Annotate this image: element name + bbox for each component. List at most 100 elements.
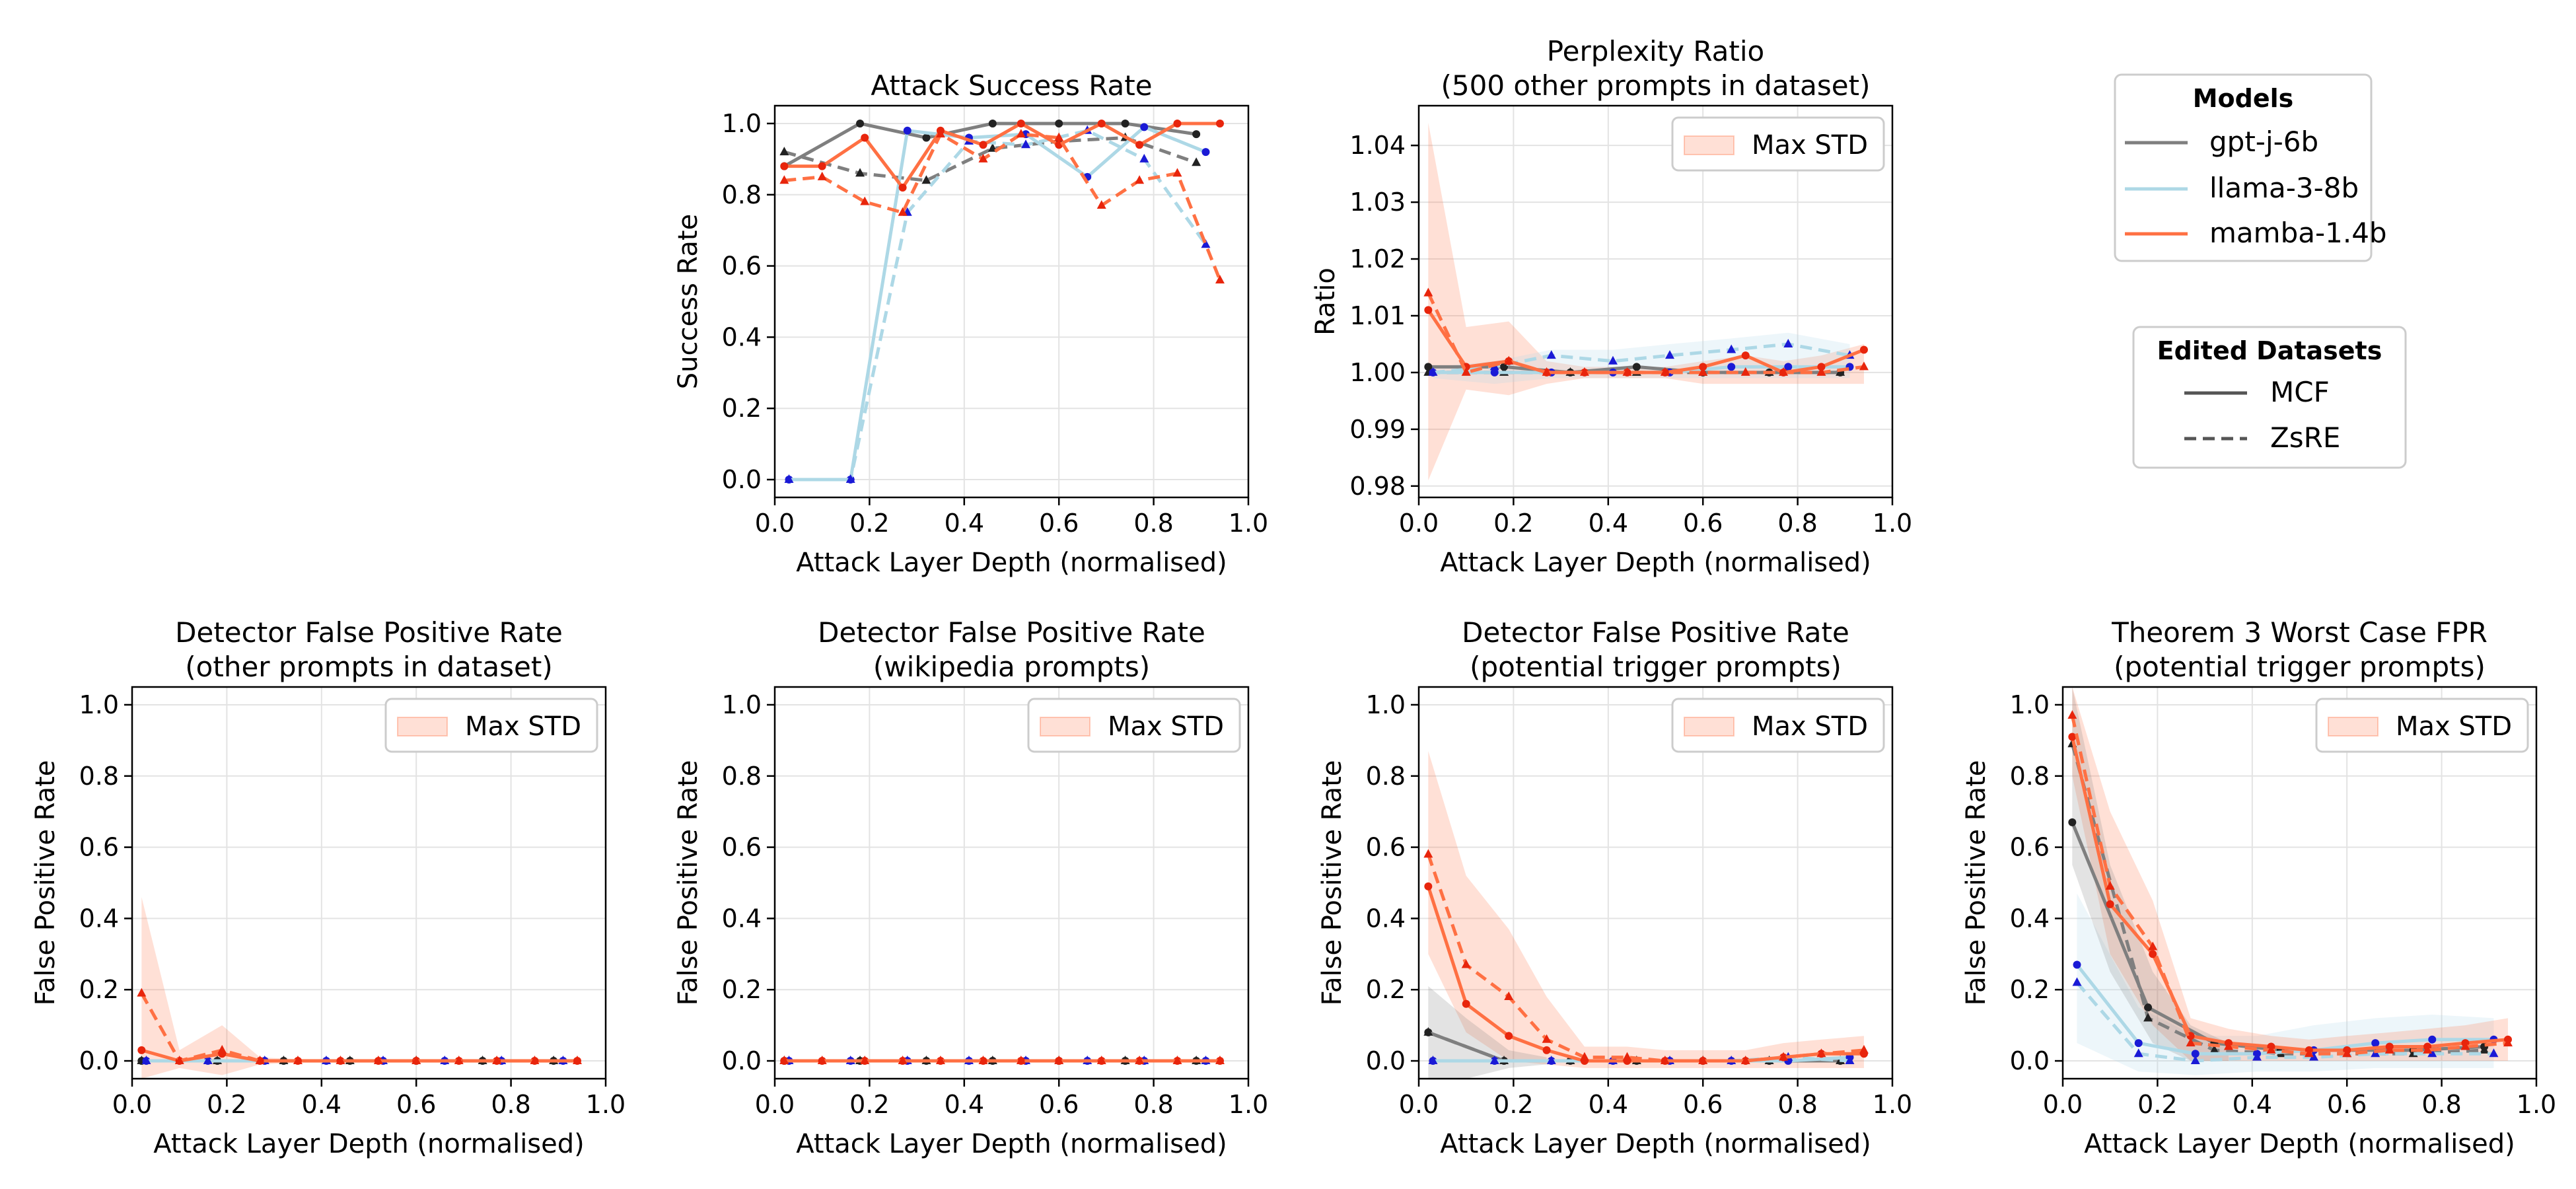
- x-tick-label: 0.8: [1133, 1090, 1173, 1119]
- chart-title: Perplexity Ratio: [1547, 35, 1764, 67]
- y-tick-label: 0.0: [1366, 1046, 1406, 1075]
- data-point: [861, 133, 869, 142]
- y-tick-label: 0.0: [2010, 1046, 2050, 1075]
- data-point: [1504, 991, 1514, 1001]
- series-line-llama-3-8b-zsre: [2075, 981, 2494, 1063]
- data-point: [1096, 1056, 1106, 1065]
- chart-fpr_wiki: 0.0 0.2 0.4 0.6 0.8 1.00.00.20.40.60.81.0Atta…: [673, 616, 1268, 1159]
- data-point: [779, 1056, 789, 1065]
- data-point: [1135, 175, 1145, 184]
- data-point: [1097, 119, 1106, 127]
- data-point: [2072, 977, 2082, 986]
- data-point: [2371, 1039, 2380, 1048]
- data-point: [1505, 1032, 1513, 1040]
- data-point: [2489, 1048, 2499, 1058]
- y-tick-label: 0.8: [1366, 762, 1406, 791]
- data-point: [255, 1056, 265, 1065]
- data-point: [1173, 119, 1182, 127]
- data-point: [2190, 1056, 2200, 1065]
- x-tick-label: 0.6: [1683, 1090, 1723, 1119]
- data-point: [2134, 1039, 2143, 1048]
- chart-title: (other prompts in dataset): [185, 651, 552, 683]
- x-tick-label: 0.0: [755, 1090, 795, 1119]
- data-point: [817, 1056, 827, 1065]
- data-point: [2223, 1041, 2233, 1050]
- datasets-legend: Edited Datasets MCF ZsRE: [2132, 326, 2407, 469]
- data-point: [779, 175, 789, 184]
- data-point: [217, 1044, 227, 1054]
- x-tick-label: 0.2: [1493, 1090, 1533, 1119]
- x-tick-label: 0.2: [207, 1090, 246, 1119]
- x-tick-label: 0.8: [2421, 1090, 2461, 1119]
- x-tick-label: 1.0: [1229, 1090, 1268, 1119]
- chart-title: Detector False Positive Rate: [1462, 616, 1849, 649]
- models-legend-title: Models: [2193, 84, 2294, 113]
- x-axis-label: Attack Layer Depth (normalised): [153, 1129, 585, 1159]
- data-point: [1622, 1052, 1632, 1061]
- data-point: [1055, 119, 1063, 127]
- x-tick-label: 0.2: [1493, 509, 1533, 538]
- data-point: [860, 196, 870, 205]
- data-point: [1461, 367, 1471, 376]
- data-point: [1201, 239, 1211, 248]
- data-point: [784, 474, 794, 484]
- y-tick-label: 1.0: [1366, 690, 1406, 719]
- data-point: [935, 1056, 945, 1065]
- data-point: [1135, 141, 1144, 149]
- data-point: [1660, 1056, 1670, 1065]
- chart-fpr_other: 0.0 0.2 0.4 0.6 0.8 1.00.00.20.40.60.81.0Atta…: [30, 616, 626, 1159]
- chart-title: (potential trigger prompts): [2114, 651, 2486, 683]
- chart-thm3: 0.0 0.2 0.4 0.6 0.8 1.00.00.20.40.60.81.0Atta…: [1961, 616, 2556, 1159]
- data-point: [293, 1056, 303, 1065]
- x-tick-label: 0.4: [2233, 1090, 2272, 1119]
- y-tick-label: 0.2: [722, 975, 762, 1004]
- y-axis-label: False Positive Rate: [1317, 760, 1347, 1006]
- legend-label-zsre: ZsRE: [2270, 421, 2340, 454]
- data-point: [1215, 1056, 1225, 1065]
- series-line-llama-3-8b-zsre: [789, 129, 1207, 482]
- x-tick-label: 0.4: [945, 1090, 984, 1119]
- data-point: [411, 1056, 421, 1065]
- band-legend-frame: [1027, 698, 1241, 753]
- plot-area-fpr_wiki: [779, 1056, 1225, 1065]
- data-point: [1783, 338, 1793, 347]
- data-point: [855, 168, 865, 177]
- plot-area-thm3: [2067, 687, 2513, 1075]
- data-point: [817, 171, 827, 180]
- series-line-mamba-1-4b-mcf: [1426, 886, 1864, 1063]
- x-tick-label: 0.8: [1133, 509, 1173, 538]
- data-point: [1741, 351, 1750, 360]
- x-tick-label: 0.2: [849, 509, 889, 538]
- data-point: [1608, 355, 1618, 365]
- band-legend-label: Max STD: [1108, 711, 1224, 742]
- data-point: [779, 147, 789, 156]
- data-point: [978, 1056, 988, 1065]
- y-tick-label: 0.4: [1366, 904, 1406, 933]
- data-point: [903, 126, 912, 135]
- models-legend-frame: [2114, 73, 2373, 262]
- data-point: [1579, 1052, 1589, 1061]
- data-point: [1016, 129, 1026, 138]
- band-legend-frame: [1671, 698, 1885, 753]
- y-tick-label: 1.00: [1349, 358, 1406, 387]
- data-point: [898, 183, 907, 192]
- data-point: [1779, 1052, 1789, 1061]
- data-point: [1462, 999, 1470, 1008]
- data-point: [1698, 1056, 1708, 1065]
- band-legend-swatch: [1684, 135, 1735, 155]
- plot-area-fpr_other: [137, 897, 582, 1079]
- y-tick-label: 0.2: [722, 394, 762, 423]
- y-axis-label: Ratio: [1310, 268, 1341, 336]
- data-point: [921, 175, 931, 184]
- data-point: [1021, 139, 1031, 149]
- y-tick-label: 0.6: [2010, 833, 2050, 862]
- data-point: [2105, 881, 2115, 890]
- data-point: [1139, 153, 1149, 162]
- data-point: [979, 141, 987, 149]
- chart-title: Detector False Positive Rate: [818, 616, 1205, 649]
- x-tick-label: 0.4: [1589, 509, 1628, 538]
- std-band-mamba-1-4b: [1428, 751, 1864, 1068]
- data-point: [492, 1056, 502, 1065]
- data-point: [898, 207, 908, 216]
- data-point: [1490, 368, 1499, 377]
